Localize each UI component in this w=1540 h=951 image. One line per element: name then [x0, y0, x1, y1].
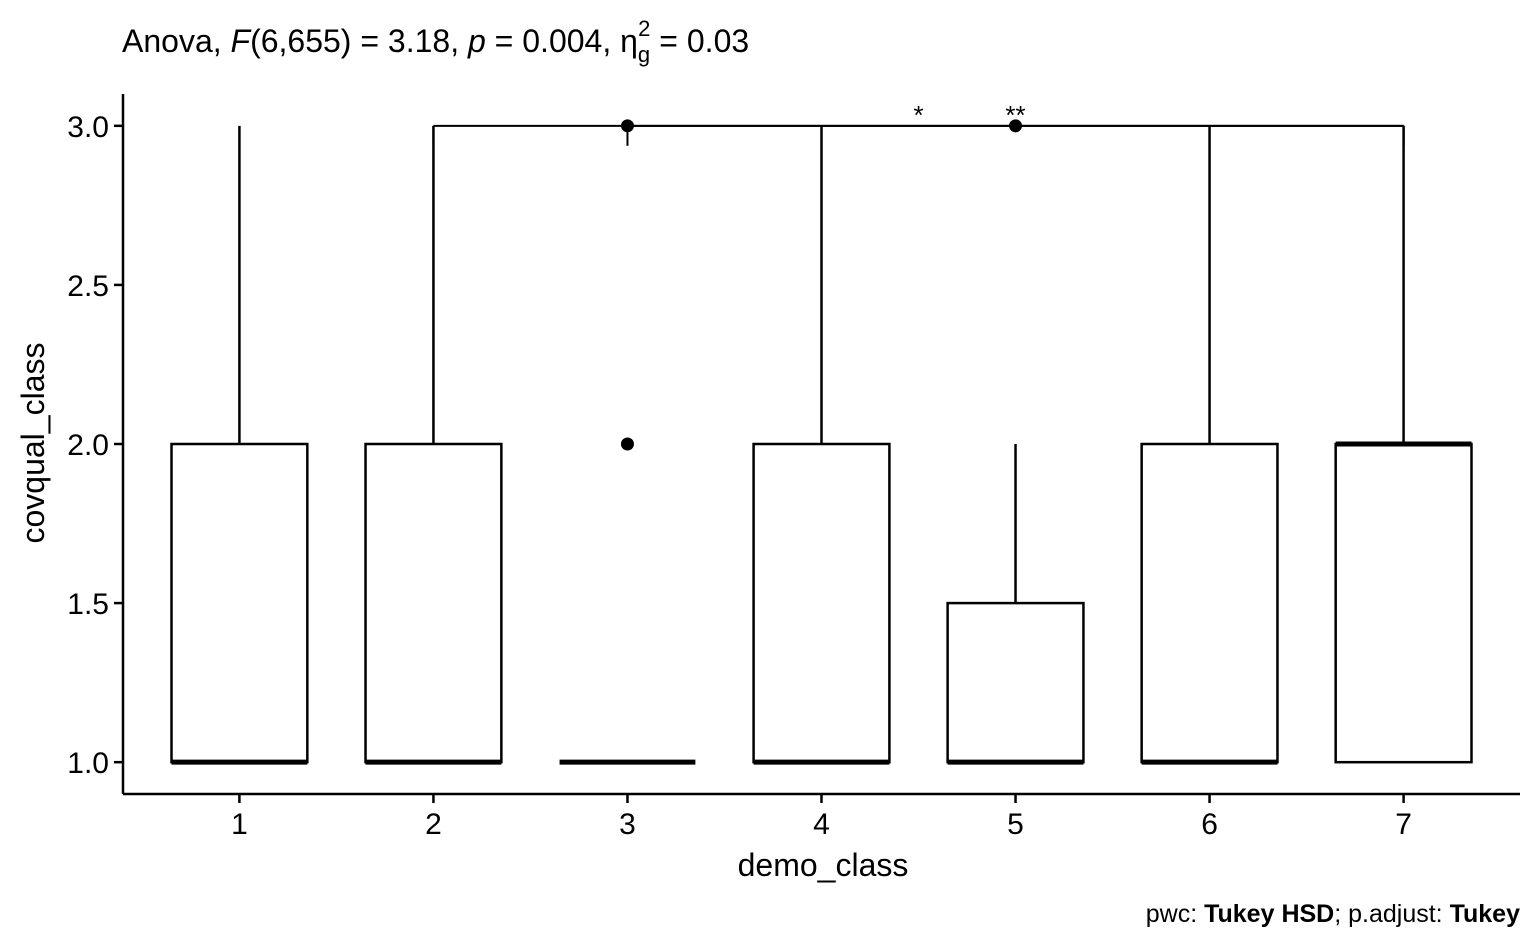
box-group-1	[170, 125, 309, 765]
caption-pwc-method: Tukey HSD	[1204, 900, 1334, 928]
boxes	[170, 119, 1473, 765]
y-tick-label: 1.0	[67, 747, 109, 780]
outlier-point	[620, 437, 634, 451]
chart-caption: pwc: Tukey HSD; p.adjust: Tukey	[1146, 900, 1520, 928]
x-tick-label: 2	[425, 808, 442, 841]
x-tick-label: 1	[231, 808, 248, 841]
y-axis: 1.0 1.5 2.0 2.5 3.0	[67, 94, 125, 794]
x-tick-label: 3	[619, 808, 636, 841]
box	[946, 601, 1085, 764]
title-prefix: Anova,	[122, 23, 231, 59]
x-axis-title: demo_class	[738, 847, 909, 883]
box-group-3	[559, 119, 696, 765]
y-axis-title: covqual_class	[15, 343, 51, 544]
significance-label: *	[913, 100, 923, 130]
box	[752, 442, 891, 764]
caption-adjust-label: ; p.adjust:	[1334, 900, 1449, 928]
x-tick-label: 6	[1201, 808, 1218, 841]
title-eta-sup: 2	[638, 16, 650, 41]
title-eta-symbol: η	[620, 23, 638, 59]
title-p-symbol: p	[467, 23, 486, 59]
box	[170, 442, 309, 764]
box	[1334, 442, 1473, 764]
chart-title: Anova, F(6,655) = 3.18, p = 0.004, ηg2 =…	[122, 16, 749, 67]
title-df: (6,655) = 3.18,	[250, 23, 468, 59]
y-tick-label: 2.0	[67, 429, 109, 462]
x-tick-label: 5	[1007, 808, 1024, 841]
title-eta-value: = 0.03	[650, 23, 749, 59]
title-p-value: = 0.004,	[486, 23, 620, 59]
box-group-7	[1334, 125, 1473, 764]
caption-adjust-method: Tukey	[1450, 900, 1520, 928]
y-tick-label: 3.0	[67, 111, 109, 144]
x-tick-label: 4	[813, 808, 830, 841]
caption-pwc-label: pwc:	[1146, 900, 1204, 928]
bracket-3-7: **	[626, 100, 1405, 146]
bracket-2-7: *	[432, 100, 1405, 146]
significance-brackets: * **	[432, 100, 1405, 146]
box-group-2	[364, 125, 503, 765]
box-group-4	[752, 125, 891, 765]
box-group-6	[1140, 125, 1279, 765]
y-tick-label: 1.5	[67, 588, 109, 621]
y-tick-label: 2.5	[67, 270, 109, 303]
title-f-symbol: F	[231, 23, 253, 59]
box	[364, 442, 503, 764]
box-group-5	[946, 119, 1085, 765]
significance-label: **	[1005, 100, 1025, 130]
x-tick-label: 7	[1395, 808, 1412, 841]
title-eta-sub: g	[638, 42, 650, 67]
box	[1140, 442, 1279, 764]
x-axis: 1 2 3 4 5 6 7	[123, 792, 1520, 841]
